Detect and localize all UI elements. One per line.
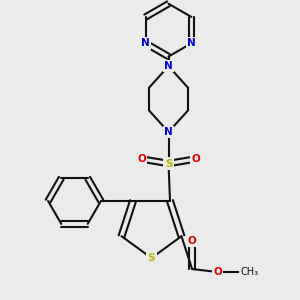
Text: N: N xyxy=(164,61,173,71)
Text: O: O xyxy=(188,236,197,245)
Text: S: S xyxy=(148,253,155,263)
Text: N: N xyxy=(141,38,150,48)
Text: O: O xyxy=(137,154,146,164)
Text: N: N xyxy=(187,38,196,48)
Text: CH₃: CH₃ xyxy=(240,267,258,277)
Text: S: S xyxy=(165,158,172,169)
Text: N: N xyxy=(164,127,173,137)
Text: O: O xyxy=(213,267,222,277)
Text: O: O xyxy=(191,154,200,164)
